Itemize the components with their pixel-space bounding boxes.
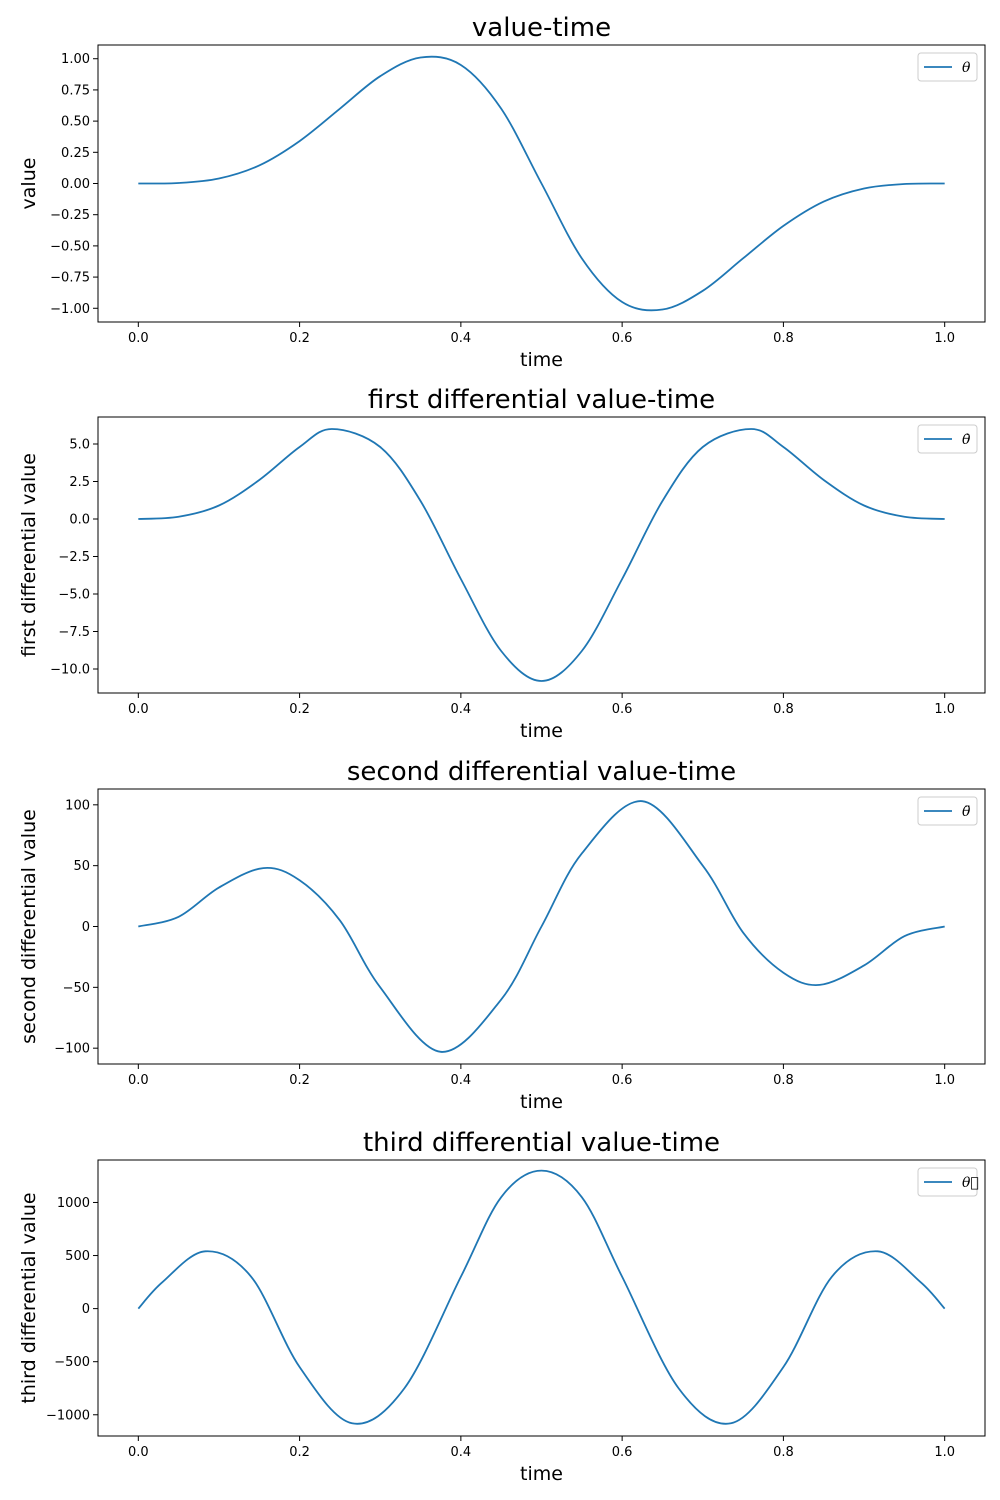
y-tick-label: −10.0 bbox=[50, 663, 90, 678]
chart-panel-2: first differential value-time 0.0 0.2 0.4 0.… bbox=[18, 385, 986, 742]
chart-title: first differential value-time bbox=[368, 385, 715, 415]
chart-title: third differential value-time bbox=[363, 1128, 720, 1158]
x-axis-label: time bbox=[520, 1463, 563, 1485]
y-axis-label: value bbox=[18, 158, 40, 210]
y-tick-label: −1.00 bbox=[50, 302, 90, 317]
chart-panel-4: third differential value-time 0.0 0.2 0.4 0.… bbox=[18, 1128, 986, 1485]
x-axis-label: time bbox=[520, 1091, 563, 1113]
y-tick-label: 2.5 bbox=[69, 475, 90, 490]
x-tick-label: 1.0 bbox=[934, 1445, 955, 1460]
x-tick-label: 1.0 bbox=[934, 702, 955, 717]
plot-frame bbox=[97, 416, 986, 694]
x-axis-label: time bbox=[520, 349, 563, 371]
y-tick-label: 500 bbox=[65, 1249, 90, 1264]
legend-label: θ̈ bbox=[962, 804, 971, 820]
y-tick-label: 0 bbox=[82, 920, 90, 935]
chart-panel-3: second differential value-time 0.0 0.2 0.4 0… bbox=[18, 757, 986, 1113]
x-tick-label: 0.2 bbox=[289, 1445, 310, 1460]
y-tick-label: 0.00 bbox=[61, 177, 90, 192]
x-tick-label: 0.6 bbox=[612, 702, 633, 717]
series-line-1 bbox=[138, 428, 945, 682]
y-tick-label: −1000 bbox=[46, 1408, 90, 1423]
y-tick-label: 100 bbox=[65, 798, 90, 813]
y-tick-label: 0.25 bbox=[61, 146, 90, 161]
plot-frame bbox=[97, 1159, 986, 1437]
y-tick-label: −50 bbox=[63, 981, 90, 996]
series-line-1 bbox=[138, 55, 945, 312]
chart-title: value-time bbox=[472, 13, 611, 43]
y-axis-label: first differential value bbox=[18, 453, 40, 657]
y-tick-label: 1000 bbox=[57, 1196, 90, 1211]
x-tick-label: 0.8 bbox=[773, 1073, 794, 1088]
legend-label: θ̇ bbox=[962, 432, 971, 448]
x-tick-label: 0.8 bbox=[773, 331, 794, 346]
x-tick-label: 0.0 bbox=[128, 702, 149, 717]
x-tick-label: 0.2 bbox=[289, 331, 310, 346]
chart-panel-1: value-time 0.0 0.2 0.4 0.6 0.8 1.0 1.00 0.75 0.50… bbox=[18, 13, 986, 371]
x-tick-label: 0.2 bbox=[289, 702, 310, 717]
y-tick-label: 0 bbox=[82, 1302, 90, 1317]
legend: θ̈ bbox=[917, 796, 978, 826]
y-tick-label: 0.50 bbox=[61, 115, 90, 130]
y-tick-label: −0.25 bbox=[50, 208, 90, 223]
legend: θ̇ bbox=[917, 424, 978, 454]
legend-label: θ⃛ bbox=[962, 1175, 979, 1191]
x-tick-label: 0.0 bbox=[128, 331, 149, 346]
y-tick-label: −0.75 bbox=[50, 271, 90, 286]
y-tick-label: −5.0 bbox=[58, 588, 90, 603]
y-axis-label: third differential value bbox=[18, 1192, 40, 1403]
series-line-1 bbox=[138, 800, 945, 1053]
x-tick-label: 1.0 bbox=[934, 1073, 955, 1088]
x-axis-label: time bbox=[520, 720, 563, 742]
x-tick-label: 0.6 bbox=[612, 1445, 633, 1460]
y-axis-label: second differential value bbox=[18, 809, 40, 1044]
x-tick-label: 0.4 bbox=[451, 702, 472, 717]
chart-title: second differential value-time bbox=[347, 757, 736, 787]
x-tick-label: 0.4 bbox=[451, 331, 472, 346]
y-tick-label: 0.75 bbox=[61, 83, 90, 98]
legend: θ bbox=[917, 52, 978, 82]
x-tick-label: 0.6 bbox=[612, 331, 633, 346]
x-tick-label: 0.4 bbox=[451, 1445, 472, 1460]
x-tick-label: 0.6 bbox=[612, 1073, 633, 1088]
y-tick-label: −500 bbox=[54, 1355, 90, 1370]
y-tick-label: 1.00 bbox=[61, 52, 90, 67]
x-tick-label: 0.0 bbox=[128, 1445, 149, 1460]
y-tick-label: −7.5 bbox=[58, 625, 90, 640]
x-tick-label: 1.0 bbox=[934, 331, 955, 346]
y-tick-label: 0.0 bbox=[69, 513, 90, 528]
series-line-1 bbox=[137, 1169, 946, 1425]
legend-label: θ bbox=[962, 60, 971, 76]
x-tick-label: 0.0 bbox=[128, 1073, 149, 1088]
y-tick-label: 50 bbox=[73, 859, 90, 874]
y-tick-label: −100 bbox=[54, 1042, 90, 1057]
x-tick-label: 0.2 bbox=[289, 1073, 310, 1088]
legend: θ⃛ bbox=[917, 1167, 979, 1197]
y-tick-label: −2.5 bbox=[58, 550, 90, 565]
y-tick-label: −0.50 bbox=[50, 239, 90, 254]
x-tick-label: 0.4 bbox=[451, 1073, 472, 1088]
x-tick-label: 0.8 bbox=[773, 1445, 794, 1460]
x-tick-label: 0.8 bbox=[773, 702, 794, 717]
y-tick-label: 5.0 bbox=[69, 438, 90, 453]
